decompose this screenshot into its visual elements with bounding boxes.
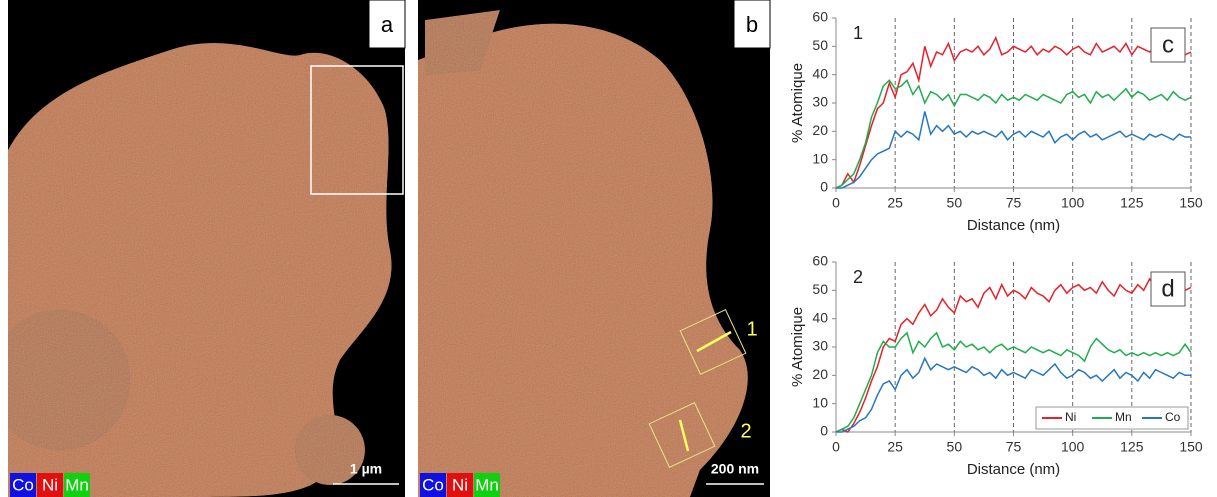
x-tick-label: 100 xyxy=(1061,195,1085,211)
y-tick-label: 30 xyxy=(812,94,828,110)
y-tick-label: 20 xyxy=(812,122,828,138)
y-tick-label: 0 xyxy=(820,179,828,195)
series-line xyxy=(835,331,1192,433)
y-axis-title: % Atomique xyxy=(789,307,806,387)
profile-label: 2 xyxy=(740,420,751,442)
x-tick-label: 0 xyxy=(832,195,840,211)
panel-label: b xyxy=(746,12,758,37)
y-tick-label: 60 xyxy=(812,9,828,25)
y-axis-title: % Atomique xyxy=(789,63,806,143)
element-legend-swatch xyxy=(10,473,36,497)
x-tick-label: 150 xyxy=(1179,195,1203,211)
element-legend-label: Ni xyxy=(452,475,468,494)
y-tick-label: 50 xyxy=(812,281,828,297)
x-axis-title: Distance (nm) xyxy=(967,217,1060,234)
element-legend-swatch xyxy=(37,473,63,497)
x-tick-label: 50 xyxy=(947,439,963,455)
y-tick-label: 10 xyxy=(812,150,828,166)
x-axis-title: Distance (nm) xyxy=(967,461,1060,478)
legend-label: Co xyxy=(1165,410,1181,424)
x-tick-label: 0 xyxy=(832,439,840,455)
element-legend-label: Ni xyxy=(42,475,58,494)
x-tick-label: 100 xyxy=(1061,439,1085,455)
y-tick-label: 0 xyxy=(820,423,828,439)
series-line xyxy=(836,356,1191,433)
scale-bar-label: 200 nm xyxy=(711,461,759,477)
y-tick-label: 50 xyxy=(812,37,828,53)
element-legend-label: Mn xyxy=(475,475,499,494)
x-tick-label: 75 xyxy=(1006,195,1022,211)
panel-label-box xyxy=(368,0,406,49)
profile-number: 2 xyxy=(853,267,863,287)
legend-label: Mn xyxy=(1115,410,1132,424)
profile-number: 1 xyxy=(853,23,863,43)
scale-bar-label: 1 µm xyxy=(350,461,382,477)
series-line xyxy=(835,277,1192,433)
element-legend-swatch xyxy=(447,473,473,497)
x-tick-label: 25 xyxy=(887,195,903,211)
panel-label: a xyxy=(381,12,394,37)
y-tick-label: 20 xyxy=(812,366,828,382)
panel-label: d xyxy=(1161,275,1174,302)
y-tick-label: 60 xyxy=(812,253,828,269)
element-legend-swatch xyxy=(420,473,446,497)
x-tick-label: 125 xyxy=(1120,195,1144,211)
element-legend-swatch xyxy=(64,473,90,497)
x-tick-label: 25 xyxy=(887,439,903,455)
y-tick-label: 10 xyxy=(812,394,828,410)
element-legend-label: Mn xyxy=(65,475,89,494)
y-tick-label: 40 xyxy=(812,65,828,81)
element-legend-swatch xyxy=(474,473,500,497)
y-tick-label: 30 xyxy=(812,338,828,354)
panel-label-box xyxy=(733,0,771,49)
legend-label: Ni xyxy=(1065,410,1076,424)
eds-map-b xyxy=(418,0,770,497)
series-line xyxy=(835,78,1192,189)
x-tick-label: 125 xyxy=(1120,439,1144,455)
panel-label: c xyxy=(1162,31,1174,58)
x-tick-label: 150 xyxy=(1179,439,1203,455)
eds-map-a xyxy=(8,0,405,497)
panel-label-box xyxy=(1150,27,1186,63)
profile-label: 1 xyxy=(746,318,757,340)
x-tick-label: 75 xyxy=(1006,439,1022,455)
series-line xyxy=(835,35,1192,189)
panel-label-box xyxy=(1150,271,1186,307)
series-line xyxy=(836,111,1191,189)
element-legend-label: Co xyxy=(12,475,34,494)
element-legend-label: Co xyxy=(422,475,444,494)
x-tick-label: 50 xyxy=(947,195,963,211)
y-tick-label: 40 xyxy=(812,309,828,325)
